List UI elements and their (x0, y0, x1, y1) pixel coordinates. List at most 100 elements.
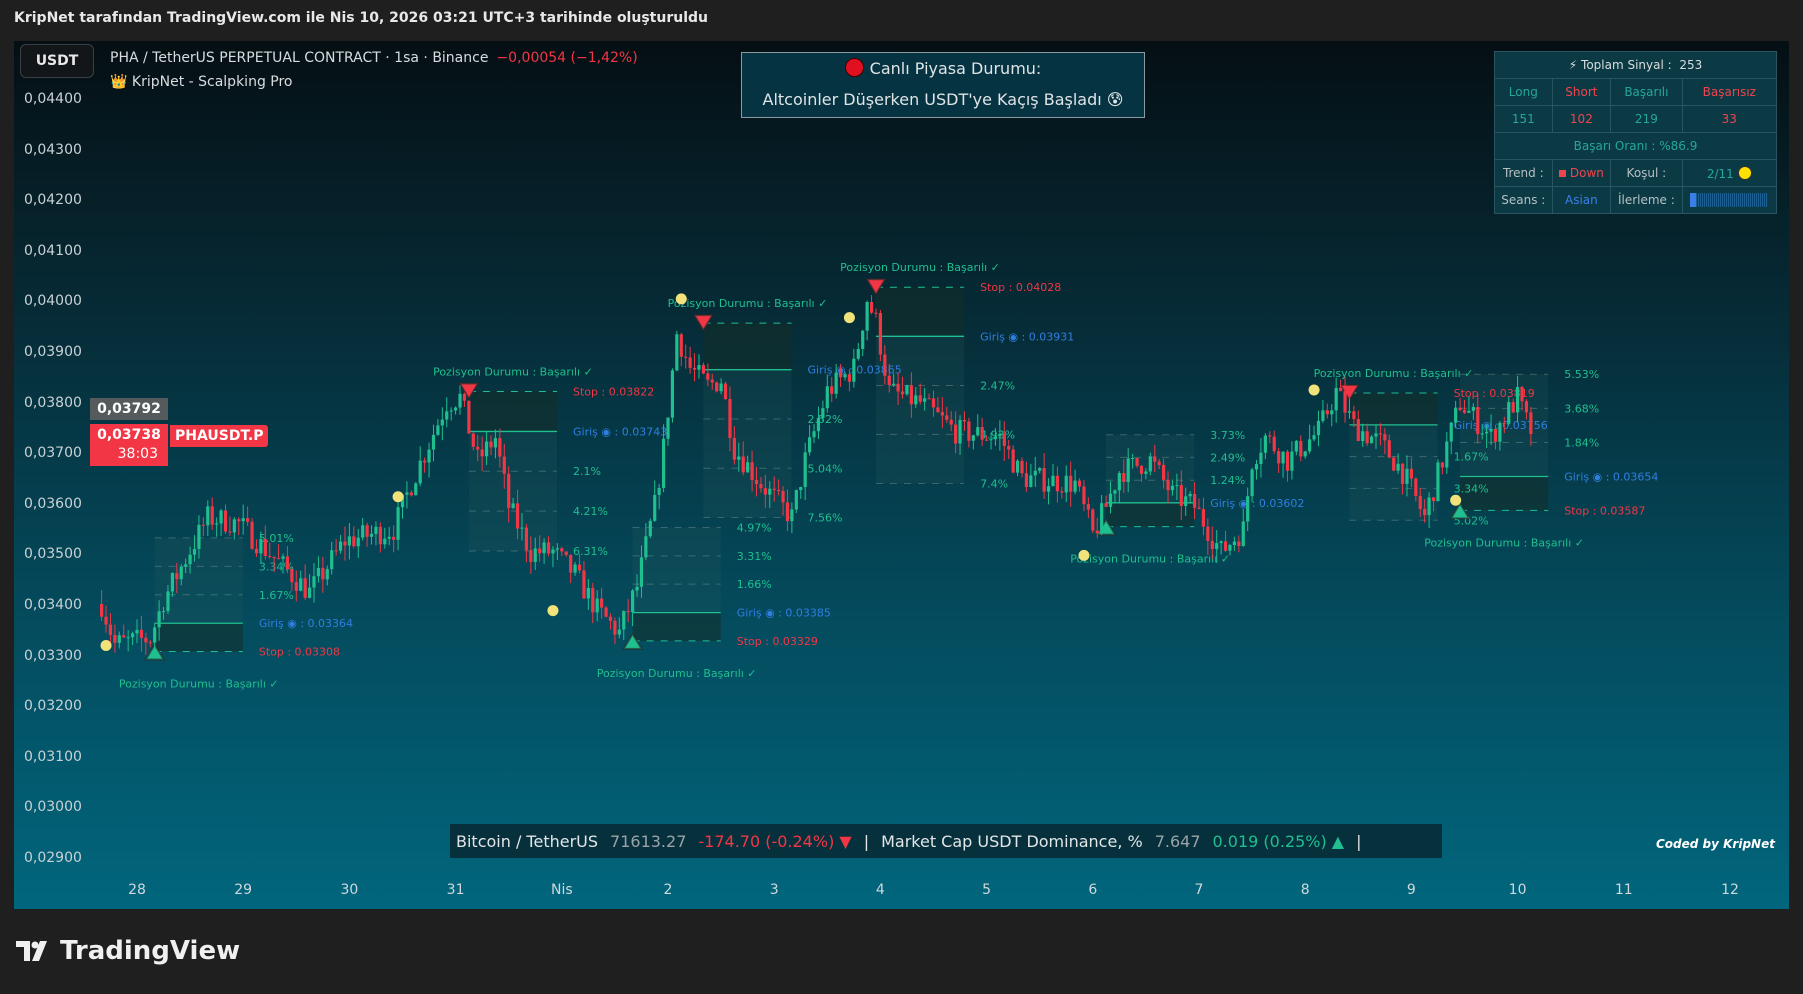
candle-body (1480, 433, 1484, 435)
candle-body (706, 373, 710, 380)
candle-body (759, 484, 763, 489)
candle (1476, 393, 1480, 444)
price-axis-label: 0,03500 (24, 546, 82, 563)
tradingview-logo[interactable]: TradingView (16, 936, 240, 966)
symbol-name[interactable]: PHA / TetherUS PERPETUAL CONTRACT · 1sa … (110, 50, 489, 66)
candle-body (613, 620, 617, 635)
candle-body (892, 383, 896, 386)
condition-text: 2/11 (1706, 166, 1734, 181)
position-status-label: Pozisyon Durumu : Başarılı ✓ (1424, 536, 1584, 549)
candle (1091, 508, 1095, 534)
candle-body (1104, 503, 1108, 507)
candle (1051, 463, 1055, 487)
candle (1330, 404, 1334, 427)
candle (1290, 441, 1294, 480)
candle (555, 543, 559, 560)
candle (967, 417, 971, 448)
candle (1162, 458, 1166, 489)
candle (1192, 482, 1197, 520)
candle-body (595, 598, 599, 613)
candle (498, 428, 502, 468)
candle (905, 384, 909, 396)
long-signal-triangle-icon (1449, 501, 1471, 520)
candle-body (148, 642, 152, 644)
candle-body (1467, 410, 1471, 413)
candle-body (719, 383, 723, 392)
candle (719, 378, 723, 395)
candle-body (697, 365, 701, 370)
candle (1516, 375, 1520, 423)
candle-body (1263, 435, 1267, 453)
candle-body (715, 382, 719, 392)
candle-body (1330, 410, 1334, 415)
candle (927, 393, 931, 400)
candle-body (1489, 428, 1493, 432)
candle (206, 500, 210, 537)
candle-body (931, 398, 936, 408)
candle (595, 590, 599, 622)
time-axis-label: 10 (1508, 882, 1527, 898)
candle-body (1405, 468, 1409, 484)
time-axis-label: 12 (1721, 882, 1739, 898)
candle-body (263, 538, 267, 556)
indicator-name[interactable]: KripNet - Scalpking Pro (131, 74, 293, 90)
candle (706, 363, 710, 387)
candle-body (825, 386, 829, 409)
candle-body (750, 462, 754, 481)
candle (1215, 530, 1219, 563)
price-chart[interactable]: 1.67% 3.34% 5.01% Giriş ◉ : 0.03364 Stop : 0… (14, 41, 1789, 909)
candle (1033, 456, 1037, 488)
candle-body (608, 616, 613, 621)
candle (215, 517, 219, 537)
time-axis-label: 4 (875, 882, 885, 898)
currency-button[interactable]: USDT (20, 44, 94, 78)
candle (1055, 466, 1059, 503)
candle (1007, 439, 1011, 459)
candle (272, 556, 276, 573)
candle (923, 387, 927, 411)
candle-body (1166, 479, 1170, 491)
candle-body (1356, 419, 1360, 442)
candle-body (1197, 507, 1201, 510)
candle-body (989, 439, 993, 441)
position-status-label: Pozisyon Durumu : Başarılı ✓ (597, 667, 757, 680)
candle-body (675, 334, 679, 371)
candle-body (1285, 451, 1290, 471)
stop-label: Stop : 0.03587 (1564, 504, 1645, 517)
candle (613, 617, 617, 644)
target-label: 7.4% (980, 478, 1008, 491)
candle-body (192, 548, 197, 555)
signal-stats-panel: ⚡ Toplam Sinyal : 253 Long Short Başarıl… (1494, 51, 1778, 214)
candle (1392, 456, 1396, 472)
candle (635, 574, 639, 598)
last-price-tag: 0,03738 38:03 (90, 424, 168, 466)
chart-pane[interactable]: 1.67% 3.34% 5.01% Giriş ◉ : 0.03364 Stop : 0… (14, 41, 1789, 909)
candle-body (1507, 402, 1511, 424)
candle-body (626, 611, 630, 613)
time-axis-label: 29 (234, 882, 253, 898)
candle (1104, 495, 1108, 508)
candle-body (1148, 456, 1152, 472)
candle (710, 373, 714, 390)
candle-body (1188, 494, 1192, 497)
candle (1077, 478, 1082, 492)
indicator-legend[interactable]: 👑 KripNet - Scalpking Pro (110, 74, 293, 90)
candle (108, 613, 113, 647)
candle-body (1250, 469, 1254, 497)
candle-body (591, 588, 595, 613)
candle (546, 536, 551, 557)
candle (1471, 403, 1475, 420)
candle (1281, 451, 1285, 478)
candle-body (1020, 460, 1024, 474)
candle (1148, 452, 1152, 476)
candle-body (648, 520, 652, 537)
candle-body (365, 525, 369, 537)
price-axis-label: 0,03000 (24, 799, 82, 816)
time-axis-label: 7 (1194, 882, 1204, 898)
candle-body (1316, 420, 1321, 436)
candle-body (1113, 490, 1117, 494)
candle (679, 332, 683, 367)
candle (259, 531, 263, 564)
candle (170, 572, 174, 598)
last-price: 0,03738 (97, 427, 161, 443)
